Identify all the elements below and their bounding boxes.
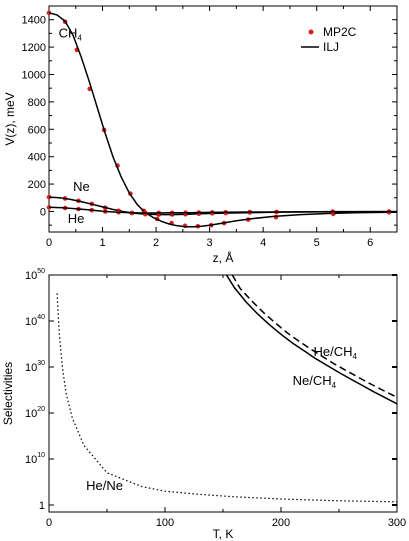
legend-label: MP2C	[323, 25, 357, 39]
y-tick-label: 400	[28, 152, 46, 164]
x-tick-label: 2	[153, 237, 159, 249]
curve-label-sub: 4	[77, 34, 82, 43]
x-axis-label: T, K	[213, 527, 234, 541]
y-tick-base: 10	[25, 316, 37, 328]
curve-label: Ne	[73, 179, 90, 194]
y-tick-label: 1200	[22, 42, 46, 54]
curve-label-main: Ne/CH	[293, 373, 332, 388]
y-tick-label: 1050	[25, 268, 45, 282]
x-tick-label: 200	[272, 517, 290, 529]
y-tick-exponent: 30	[37, 360, 45, 367]
y-tick-label: 1040	[25, 314, 45, 328]
y-axis-label: Selectivities	[1, 362, 15, 425]
series-ch4-mp2c	[46, 10, 392, 229]
y-tick-label: 0	[40, 206, 46, 218]
curve-label: He/Ne	[86, 478, 123, 493]
y-tick-label: 1000	[22, 69, 46, 81]
x-tick-label: 3	[207, 237, 213, 249]
series-line	[48, 206, 397, 214]
curve-label: He	[68, 211, 85, 226]
potential-chart: 0 1 2 3 4 5 6 0 200 400 600 800 1000 1200 1400 z, Å V(z)…	[3, 5, 398, 265]
plot-frame	[48, 274, 398, 513]
curve-label: He/CH4	[313, 344, 357, 361]
curve-label-main: He	[68, 211, 85, 226]
y-tick-label: 1030	[25, 360, 45, 374]
y-tick-exponent: 50	[37, 268, 45, 275]
y-tick-base: 10	[25, 362, 37, 374]
y-tick-label: 600	[28, 124, 46, 136]
plot-frame	[48, 5, 398, 233]
y-tick-base: 10	[25, 454, 37, 466]
y-tick-exponent: 40	[37, 314, 45, 321]
y-tick-base: 10	[25, 408, 37, 420]
x-tick-label: 100	[156, 517, 174, 529]
curve-label-sub: 4	[352, 352, 357, 361]
y-tick-exponent: 10	[37, 452, 45, 459]
legend-marker-dot	[308, 29, 314, 35]
y-tick-base: 10	[25, 270, 37, 282]
x-tick-label: 0	[46, 237, 52, 249]
data-point	[46, 194, 52, 200]
series-line-ne-ch4	[231, 275, 397, 399]
y-tick-label: 200	[28, 179, 46, 191]
x-tick-label: 4	[260, 237, 266, 249]
x-axis-label: z, Å	[213, 250, 234, 265]
y-tick-label: 1	[39, 500, 45, 512]
y-tick-label: 1010	[25, 452, 45, 466]
y-tick-label: 800	[28, 97, 46, 109]
curve-label-main: He/Ne	[86, 478, 123, 493]
series-he-ilj	[48, 206, 397, 214]
series-ch4-ilj	[48, 12, 398, 228]
x-tick-label: 1	[99, 237, 105, 249]
x-tick-label: 0	[46, 517, 52, 529]
curve-label-main: He/CH	[313, 344, 352, 359]
series-line-he-ne	[56, 293, 397, 503]
y-tick-exponent: 20	[37, 406, 45, 413]
curve-label-main: CH	[59, 26, 78, 41]
curve-label: CH4	[59, 26, 83, 43]
y-tick-base: 1	[39, 500, 45, 512]
y-tick-label: 1400	[22, 15, 46, 27]
legend-label: ILJ	[323, 40, 339, 54]
curve-label-sub: 4	[332, 381, 337, 390]
curve-label-main: Ne	[73, 179, 90, 194]
y-tick-label: 1020	[25, 406, 45, 420]
series-line-he-ch4	[225, 275, 397, 405]
x-tick-label: 6	[367, 237, 373, 249]
x-tick-label: 300	[388, 517, 406, 529]
x-tick-label: 5	[314, 237, 320, 249]
series-line	[48, 12, 398, 228]
curve-label: Ne/CH4	[293, 373, 337, 390]
y-axis-label: V(z), meV	[3, 92, 17, 145]
